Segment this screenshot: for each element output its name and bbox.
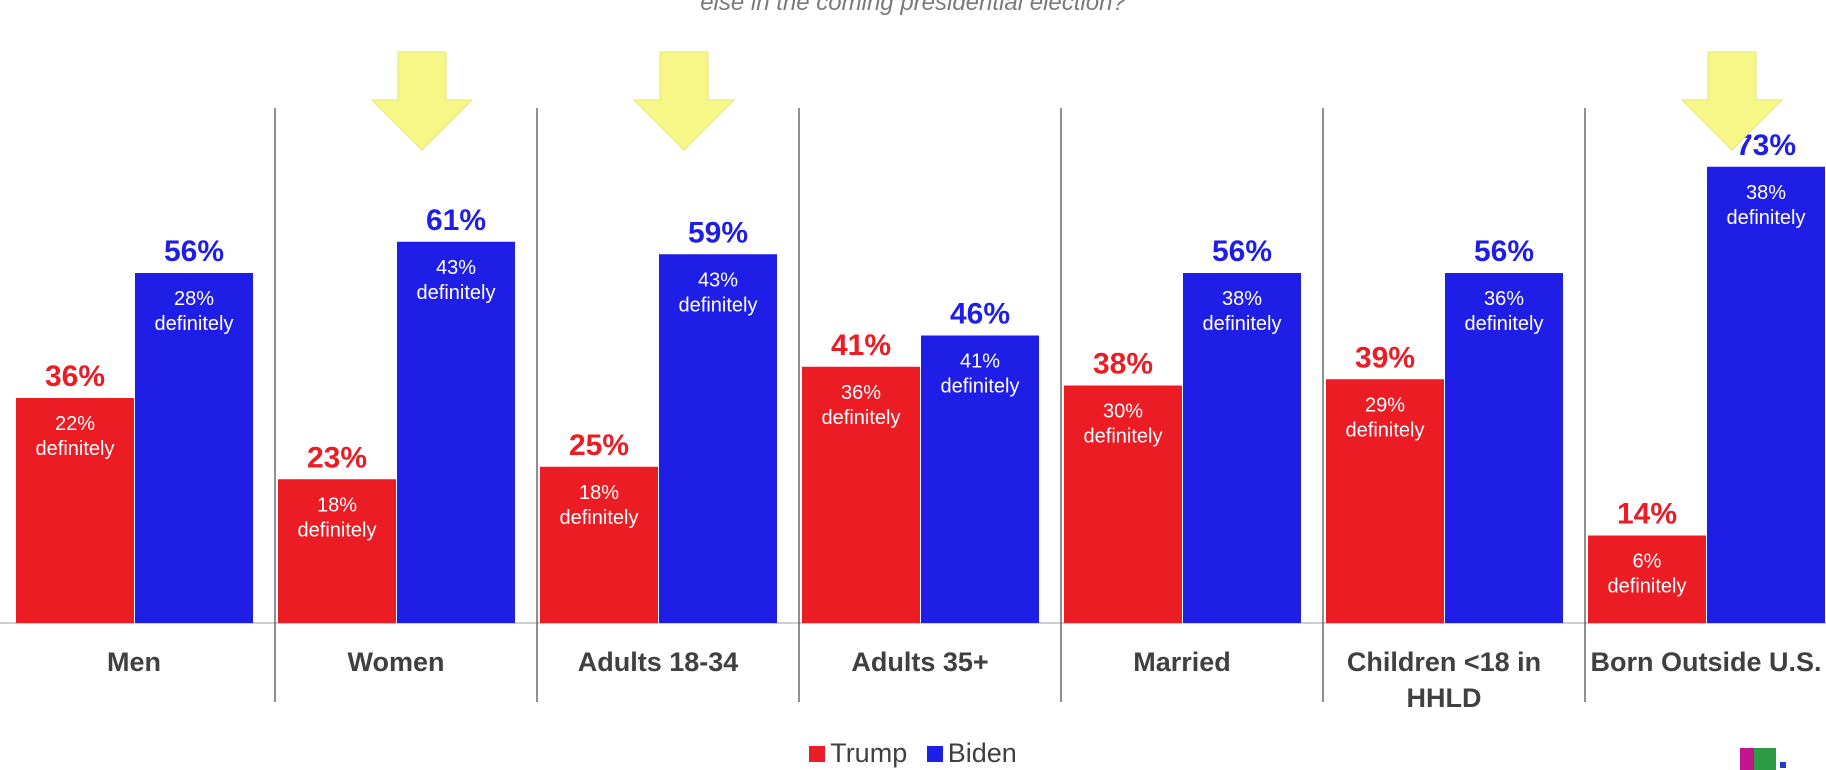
definitely-word-trump-women: definitely [298,519,377,541]
definitely-word-trump-men: definitely [36,438,115,460]
value-label-biden-adults-18-34: 59% [688,216,748,249]
value-label-trump-children-18-in-hhld: 39% [1355,341,1415,374]
category-label-born-outside-u-s: Born Outside U.S. [1590,647,1821,677]
legend-label-biden: Biden [947,738,1017,768]
value-label-biden-married: 56% [1212,235,1272,268]
category-label-children-18-in-hhld: Children <18 in [1347,647,1541,677]
bar-trump-born-outside-u-s [1588,535,1706,623]
definitely-pct-biden-born-outside-u-s: 38% [1746,182,1786,204]
category-label-men: Men [107,647,161,677]
bar-biden-adults-18-34 [659,254,777,623]
value-label-trump-born-outside-u-s: 14% [1617,498,1677,531]
definitely-word-biden-adults-35: definitely [941,376,1020,398]
definitely-word-biden-men: definitely [155,313,234,335]
bar-biden-men [135,273,253,623]
definitely-pct-biden-adults-35: 41% [960,351,1000,373]
value-label-biden-adults-35: 46% [950,298,1010,331]
definitely-pct-biden-men: 28% [174,288,214,310]
definitely-pct-trump-children-18-in-hhld: 29% [1365,394,1405,416]
bar-biden-born-outside-u-s [1707,166,1825,623]
value-label-biden-men: 56% [164,235,224,268]
chart-legend: Trump Biden [0,738,1826,769]
definitely-pct-trump-born-outside-u-s: 6% [1633,551,1662,573]
legend-item-biden: Biden [926,738,1017,769]
definitely-pct-trump-adults-35: 36% [841,382,881,404]
definitely-pct-trump-men: 22% [55,413,95,435]
category-label-married: Married [1133,647,1231,677]
definitely-pct-biden-adults-18-34: 43% [698,269,738,291]
bar-trump-married [1064,385,1182,623]
chart-subtitle: else in the coming presidential election… [700,0,1126,16]
bar-trump-adults-18-34 [540,466,658,623]
definitely-pct-trump-married: 30% [1103,401,1143,423]
value-label-biden-children-18-in-hhld: 56% [1474,235,1534,268]
definitely-word-trump-married: definitely [1084,426,1163,448]
bar-biden-children-18-in-hhld [1445,273,1563,623]
definitely-pct-trump-adults-18-34: 18% [579,482,619,504]
bar-trump-women [278,479,396,623]
bar-biden-adults-35 [921,335,1039,623]
definitely-word-trump-children-18-in-hhld: definitely [1346,419,1425,441]
legend-swatch-trump [809,746,826,762]
value-label-trump-adults-35: 41% [831,329,891,362]
definitely-word-biden-born-outside-u-s: definitely [1727,207,1806,229]
category-label-adults-35: Adults 35+ [851,647,988,677]
highlight-arrow [632,51,736,151]
highlight-arrow [1680,51,1784,151]
value-label-biden-women: 61% [426,204,486,237]
bar-trump-children-18-in-hhld [1326,379,1444,623]
bar-trump-men [16,398,134,623]
definitely-word-biden-women: definitely [417,282,496,304]
legend-item-trump: Trump [809,738,907,769]
bar-biden-married [1183,273,1301,623]
highlight-arrow [370,51,474,151]
category-label-adults-18-34: Adults 18-34 [578,647,739,677]
definitely-word-biden-adults-18-34: definitely [679,294,758,316]
definitely-pct-biden-married: 38% [1222,288,1262,310]
definitely-pct-biden-children-18-in-hhld: 36% [1484,288,1524,310]
definitely-word-biden-children-18-in-hhld: definitely [1465,313,1544,335]
legend-label-trump: Trump [830,738,908,768]
value-label-trump-women: 23% [307,441,367,474]
definitely-pct-biden-women: 43% [436,257,476,279]
value-label-trump-adults-18-34: 25% [569,429,629,462]
bar-biden-women [397,241,515,623]
definitely-word-biden-married: definitely [1203,313,1282,335]
definitely-word-trump-adults-18-34: definitely [560,507,639,529]
logo-part-2 [1754,748,1776,770]
definitely-word-trump-adults-35: definitely [822,407,901,429]
bar-trump-adults-35 [802,366,920,623]
value-label-trump-men: 36% [45,360,105,393]
definitely-word-trump-born-outside-u-s: definitely [1608,576,1687,598]
univision-logo [1740,748,1790,770]
category-label-children-18-in-hhld: HHLD [1407,683,1482,713]
value-label-trump-married: 38% [1093,348,1153,381]
logo-part-3 [1780,762,1786,768]
legend-swatch-biden [926,746,943,762]
category-label-women: Women [347,647,444,677]
definitely-pct-trump-women: 18% [317,494,357,516]
